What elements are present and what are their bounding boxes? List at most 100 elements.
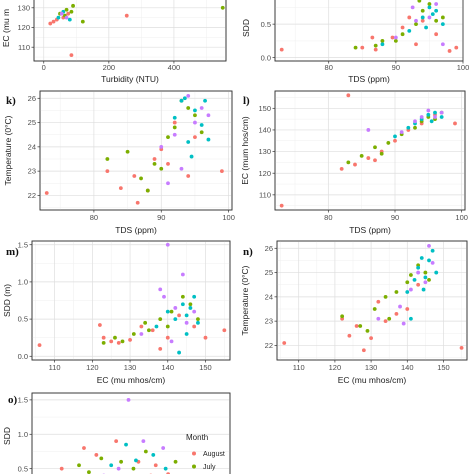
- x-tick-label: 80: [90, 213, 98, 222]
- data-point: [219, 169, 224, 174]
- data-point: [131, 332, 136, 336]
- y-tick-label: 22: [265, 341, 273, 350]
- data-point: [179, 98, 184, 103]
- data-point: [401, 321, 406, 326]
- data-points: [37, 242, 227, 355]
- y-tick-label: 120: [258, 169, 271, 178]
- x-tick-label: 130: [124, 363, 137, 372]
- data-point: [196, 317, 200, 321]
- data-point: [412, 277, 417, 282]
- data-point: [353, 162, 357, 167]
- data-point: [87, 470, 91, 474]
- data-point: [134, 458, 138, 463]
- x-tick-label: 140: [401, 363, 414, 372]
- x-tick-label: 90: [392, 63, 400, 72]
- data-point: [379, 151, 384, 156]
- data-point: [80, 19, 85, 24]
- data-point: [358, 324, 363, 328]
- data-point: [199, 123, 204, 127]
- scatter-sdd-vs-tds-top: 80 90 100 0.0 0.5 TDS (ppm) SDD: [241, 0, 469, 84]
- data-point: [373, 43, 378, 48]
- data-point: [128, 338, 132, 342]
- data-point: [346, 160, 351, 165]
- data-point: [386, 141, 391, 145]
- y-tick-label: 24: [265, 292, 273, 301]
- y-tick-label: 23: [265, 317, 273, 326]
- data-point: [417, 0, 422, 3]
- panel-label: o): [8, 394, 18, 406]
- data-point: [440, 22, 445, 27]
- data-point: [158, 317, 163, 321]
- data-point: [165, 242, 170, 247]
- data-point: [359, 154, 364, 158]
- panel-label: k): [6, 95, 16, 107]
- legend-entry: August: [203, 451, 225, 458]
- data-point: [380, 42, 385, 47]
- data-point: [132, 174, 137, 178]
- data-point: [354, 324, 359, 328]
- data-point: [44, 191, 49, 195]
- data-point: [440, 15, 445, 20]
- data-point: [339, 166, 344, 171]
- data-point: [427, 5, 432, 10]
- data-point: [370, 35, 375, 40]
- data-point: [439, 115, 444, 119]
- data-point: [206, 137, 211, 142]
- data-point: [193, 135, 197, 140]
- data-point: [69, 9, 74, 14]
- data-point: [346, 93, 351, 98]
- data-point: [116, 466, 121, 471]
- data-point: [150, 328, 155, 333]
- data-points: [279, 93, 457, 208]
- data-point: [407, 28, 412, 33]
- data-point: [158, 346, 163, 351]
- data-point: [427, 277, 431, 282]
- data-point: [420, 8, 425, 13]
- data-point: [145, 188, 150, 193]
- data-point: [139, 332, 144, 336]
- data-point: [409, 287, 413, 292]
- x-tick-label: 200: [103, 63, 116, 72]
- plot-area: [274, 0, 464, 62]
- data-point: [366, 156, 371, 160]
- legend-swatch: [192, 451, 196, 456]
- y-tick-label: 150: [258, 104, 271, 113]
- data-point: [405, 307, 410, 311]
- data-point: [361, 348, 366, 353]
- data-point: [141, 439, 146, 444]
- data-point: [353, 45, 358, 50]
- y-axis-title: SDD: [2, 427, 12, 445]
- data-point: [158, 287, 163, 292]
- data-point: [416, 282, 421, 287]
- data-point: [369, 336, 373, 341]
- data-point: [193, 120, 197, 125]
- y-tick-label: 0.5: [18, 315, 28, 324]
- data-point: [97, 323, 102, 327]
- data-point: [373, 158, 377, 163]
- data-point: [69, 53, 74, 57]
- data-point: [434, 270, 439, 275]
- scatter-panel-sdd-tds: 80 90 100 0.0 0.5 TDS (ppm) SDD: [237, 0, 474, 95]
- data-point: [162, 294, 166, 299]
- x-axis-title: EC (mu mhos/cm): [97, 375, 166, 385]
- data-point: [421, 287, 426, 292]
- x-axis-title: TDS (ppm): [115, 225, 157, 235]
- y-tick-label: 26: [28, 94, 36, 103]
- data-point: [393, 134, 397, 139]
- data-point: [184, 320, 189, 325]
- data-point: [340, 314, 345, 319]
- data-point: [393, 35, 398, 40]
- data-point: [59, 466, 64, 471]
- data-point: [189, 154, 194, 159]
- data-point: [159, 144, 164, 149]
- data-points: [282, 243, 464, 353]
- x-axis-title: EC (mu mhos/cm): [338, 375, 407, 385]
- data-point: [182, 96, 187, 101]
- x-tick-label: 130: [365, 363, 378, 372]
- scatter-temperature-vs-ec: 110 120 130 140 150 22 23 24 25 26 EC (mu mhos/cm)…: [240, 240, 468, 385]
- y-tick-label: 130: [258, 147, 271, 156]
- data-point: [420, 15, 425, 20]
- data-point: [173, 317, 178, 321]
- scatter-panel-k: 80 90 100 22 23 24 25 26 TDS (ppm) Temperature (0…: [0, 87, 237, 239]
- data-point: [193, 113, 197, 118]
